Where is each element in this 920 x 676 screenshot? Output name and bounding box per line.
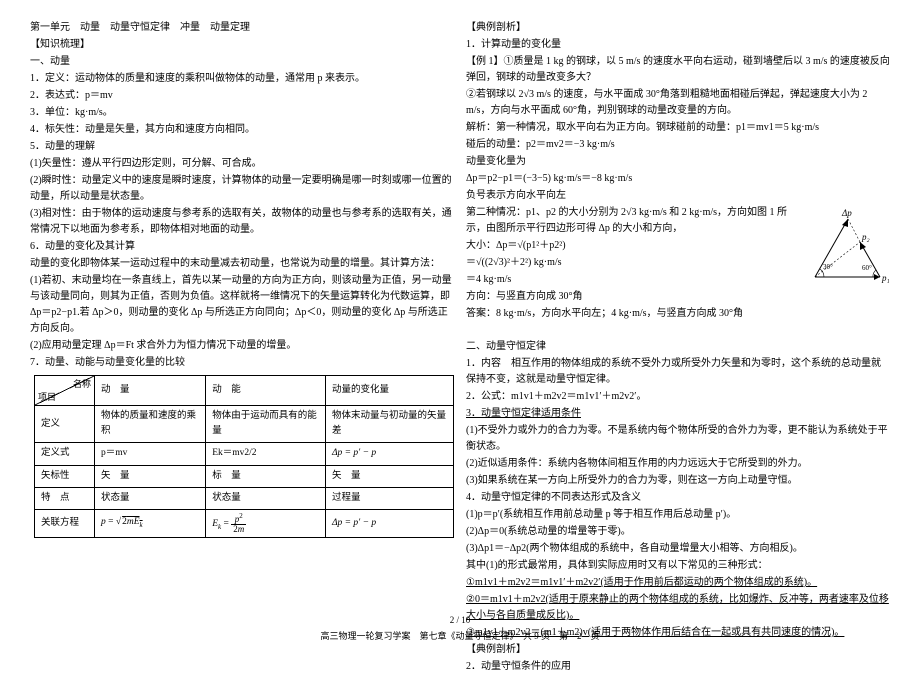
def-5: 5．动量的理解: [30, 139, 454, 155]
label-30: 30°: [823, 263, 833, 271]
s2-4b: (2)Δp＝0(系统总动量的增量等于零)。: [466, 524, 890, 540]
s2-3: 3．动量守恒定律适用条件: [466, 406, 890, 422]
def-6c: (2)应用动量定理 Δp＝Ft 求合外力为恒力情况下动量的增量。: [30, 338, 454, 354]
th-1: 动 量: [95, 376, 206, 406]
s2-3c: (3)如果系统在某一方向上所受外力的合力为零，则在这一方向上动量守恒。: [466, 473, 890, 489]
s2-4c: (3)Δp1＝−Δp2(两个物体组成的系统中，各自动量增量大小相等、方向相反)。: [466, 541, 890, 557]
def-6: 6．动量的变化及其计算: [30, 239, 454, 255]
sol-1: 解析：第一种情况，取水平向右为正方向。钢球碰前的动量：p1＝mv1＝5 kg·m…: [466, 120, 890, 136]
label-p2: p₂: [861, 232, 870, 242]
s2-4: 4．动量守恒定律的不同表达形式及含义: [466, 490, 890, 506]
table-row: 关联方程 p = √2mEk Ek = p22m Δp = p′ − p: [35, 509, 454, 537]
example-heading-2: 【典例剖析】: [466, 642, 890, 658]
s2-2: 2．公式：m1v1＋m2v2＝m1v1′＋m2v2′。: [466, 389, 890, 405]
th-3: 动量的变化量: [325, 376, 453, 406]
r-s1-head: 1．计算动量的变化量: [466, 37, 890, 53]
comparison-table: 名称 项目 动 量 动 能 动量的变化量 定义 物体的质量和速度的乘积 物体由于…: [34, 375, 454, 538]
def-1: 1．定义：运动物体的质量和速度的乘积叫做物体的动量，通常用 p 来表示。: [30, 71, 454, 87]
s2-head: 二、动量守恒定律: [466, 339, 890, 355]
dash-2: [815, 242, 860, 277]
vector-diagram: Δp p₁ p₂ 30° 60°: [800, 207, 890, 287]
unit-title: 第一单元 动量 动量守恒定律 冲量 动量定理: [30, 20, 454, 36]
sol-4: Δp＝p2−p1＝(−3−5) kg·m/s＝−8 kg·m/s: [466, 171, 890, 187]
formula-ek: Ek = p22m: [206, 509, 326, 537]
page-footer: 2 / 10 高三物理一轮复习学案 第七章《动量守恒定律》 共 9 页 第 2 …: [0, 613, 920, 644]
example-heading: 【典例剖析】: [466, 20, 890, 36]
def-7: 7．动量、动能与动量变化量的比较: [30, 355, 454, 371]
formula-p: p = √2mEk: [95, 509, 206, 537]
sol-3: 动量变化量为: [466, 154, 890, 170]
def-5c: (3)相对性：由于物体的运动速度与参考系的选取有关，故物体的动量也与参考系的选取…: [30, 206, 454, 238]
example-1-2: ②若钢球以 2√3 m/s 的速度，与水平面成 30°角落到粗糙地面相碰后弹起，…: [466, 87, 890, 119]
p2-arrow: [860, 242, 866, 250]
s2-5: 2．动量守恒条件的应用: [466, 659, 890, 675]
dash-1: [848, 219, 860, 242]
answer: 答案：8 kg·m/s，方向水平向左；4 kg·m/s，与竖直方向成 30°角: [466, 306, 890, 322]
label-dp: Δp: [841, 208, 852, 218]
example-1: 【例 1】①质量是 1 kg 的钢球，以 5 m/s 的速度水平向右运动，碰到墙…: [466, 54, 890, 86]
def-5b: (2)瞬时性：动量定义中的速度是瞬时速度，计算物体的动量一定要明确是哪一时刻或哪…: [30, 173, 454, 205]
s2-3b: (2)近似适用条件：系统内各物体间相互作用的内力远远大于它所受到的外力。: [466, 456, 890, 472]
table-row: 矢标性 矢 量 标 量 矢 量: [35, 465, 454, 487]
s2-4a: (1)p＝p′(系统相互作用前总动量 p 等于相互作用后总动量 p′)。: [466, 507, 890, 523]
page-container: 第一单元 动量 动量守恒定律 冲量 动量定理 【知识梳理】 一、动量 1．定义：…: [30, 20, 890, 676]
label-p1: p₁: [881, 273, 890, 283]
table-row: 定义 物体的质量和速度的乘积 物体由于运动而具有的能量 物体末动量与初动量的矢量…: [35, 406, 454, 443]
sol-10: 方向：与竖直方向成 30°角: [466, 289, 890, 305]
def-6b: (1)若初、末动量均在一条直线上，首先以某一动量的方向为正方向，则该动量为正值，…: [30, 273, 454, 337]
s2-1: 1．内容 相互作用的物体组成的系统不受外力或所受外力矢量和为零时，这个系统的总动…: [466, 356, 890, 388]
right-column: 【典例剖析】 1．计算动量的变化量 【例 1】①质量是 1 kg 的钢球，以 5…: [466, 20, 890, 676]
def-2: 2．表达式：p＝mv: [30, 88, 454, 104]
left-column: 第一单元 动量 动量守恒定律 冲量 动量定理 【知识梳理】 一、动量 1．定义：…: [30, 20, 454, 676]
label-60: 60°: [862, 264, 872, 272]
def-3: 3．单位：kg·m/s。: [30, 105, 454, 121]
knowledge-heading: 【知识梳理】: [30, 37, 454, 53]
diag-top: 名称: [73, 377, 91, 391]
def-4: 4．标矢性：动量是矢量，其方向和速度方向相同。: [30, 122, 454, 138]
s2-3a: (1)不受外力或外力的合力为零。不是系统内每个物体所受的合外力为零，更不能认为系…: [466, 423, 890, 455]
sol-5: 负号表示方向水平向左: [466, 188, 890, 204]
s2-4e: ①m1v1＋m2v2＝m1v1′＋m2v2′(适用于作用前后都运动的两个物体组成…: [466, 575, 890, 591]
s2-4d: 其中(1)的形式最常用，具体到实际应用时又有以下常见的三种形式：: [466, 558, 890, 574]
sol-2: 碰后的动量：p2＝mv2＝−3 kg·m/s: [466, 137, 890, 153]
footer-main: 高三物理一轮复习学案 第七章《动量守恒定律》 共 9 页 第 2 页: [0, 629, 920, 643]
table-diag-cell: 名称 项目: [35, 376, 95, 406]
dp-arrow: [842, 219, 848, 227]
section-1-head: 一、动量: [30, 54, 454, 70]
th-2: 动 能: [206, 376, 326, 406]
def-6a: 动量的变化即物体某一运动过程中的末动量减去初动量，也常说为动量的增量。其计算方法…: [30, 256, 454, 272]
def-5a: (1)矢量性：遵从平行四边形定则，可分解、可合成。: [30, 156, 454, 172]
table-row: 定义式 p＝mv Ek＝mv2/2 Δp = p′ − p: [35, 443, 454, 465]
table-row: 特 点 状态量 状态量 过程量: [35, 487, 454, 509]
diag-bottom: 项目: [38, 390, 56, 404]
